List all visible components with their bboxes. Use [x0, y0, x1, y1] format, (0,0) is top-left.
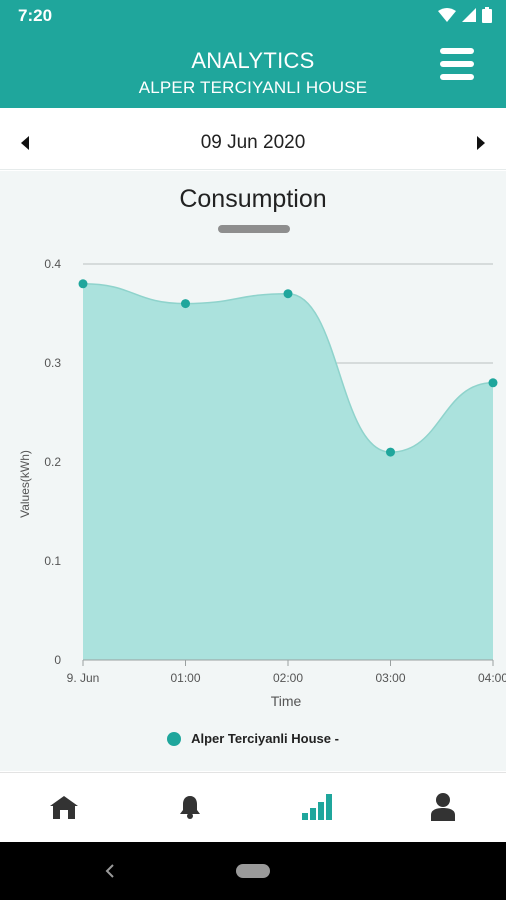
analytics-bars-icon — [302, 793, 332, 825]
x-axis-title: Time — [271, 693, 302, 709]
nav-home[interactable] — [44, 791, 84, 827]
x-tick-label: 04:00 — [478, 671, 506, 685]
app-header: ANALYTICS ALPER TERCIYANLI HOUSE — [0, 30, 506, 108]
y-tick-label: 0.2 — [44, 455, 61, 469]
data-point[interactable] — [283, 289, 293, 299]
data-point[interactable] — [181, 299, 190, 309]
drag-handle[interactable] — [218, 225, 290, 233]
wifi-icon — [438, 8, 456, 27]
nav-analytics[interactable] — [297, 791, 337, 827]
nav-profile[interactable] — [423, 791, 463, 827]
back-icon[interactable] — [102, 862, 118, 880]
legend-label: Alper Terciyanli House - — [191, 731, 339, 746]
series-area — [83, 283, 493, 660]
bell-icon — [179, 795, 201, 824]
legend-marker — [167, 731, 182, 746]
home-icon — [50, 795, 78, 824]
chart-legend[interactable]: Alper Terciyanli House - — [0, 731, 506, 746]
data-point[interactable] — [78, 279, 88, 289]
series-line — [82, 283, 494, 453]
arrow-right-icon[interactable] — [470, 133, 490, 153]
status-icons — [438, 7, 492, 28]
page-title: ANALYTICS — [191, 48, 315, 73]
hamburger-menu-icon[interactable] — [440, 48, 474, 80]
x-tick-label: 9. Jun — [67, 671, 100, 685]
date-label: 09 Jun 2020 — [200, 132, 306, 153]
status-bar: 7:20 — [0, 0, 506, 30]
y-tick-label: 0.1 — [44, 554, 61, 568]
arrow-left-icon[interactable] — [16, 133, 36, 153]
chart-panel: Consumption 0 0.1 0.2 0.3 0.4 9. Jun 01:00 02:0… — [0, 171, 506, 771]
x-tick-label: 01:00 — [170, 671, 200, 685]
page-subtitle: ALPER TERCIYANLI HOUSE — [138, 78, 368, 97]
data-point[interactable] — [386, 447, 395, 457]
x-tick-label: 03:00 — [375, 671, 405, 685]
y-tick-label: 0.3 — [44, 356, 61, 370]
y-tick-label: 0.4 — [44, 257, 61, 271]
y-tick-label: 0 — [54, 653, 61, 667]
bottom-nav — [0, 772, 506, 842]
nav-notifications[interactable] — [170, 791, 210, 827]
date-navigator: 09 Jun 2020 — [0, 116, 506, 170]
x-tick-label: 02:00 — [273, 671, 303, 685]
consumption-chart: 0 0.1 0.2 0.3 0.4 9. Jun 01:00 02:00 03:00 04:00 T… — [18, 257, 506, 709]
data-point[interactable] — [488, 378, 498, 388]
status-time: 7:20 — [18, 6, 53, 25]
home-pill[interactable] — [236, 864, 270, 878]
user-icon — [431, 792, 455, 826]
y-axis-title: Values(kWh) — [18, 450, 32, 518]
signal-icon — [462, 8, 476, 27]
chart-title: Consumption — [179, 185, 327, 213]
battery-icon — [482, 7, 492, 28]
system-nav-bar — [0, 842, 506, 900]
